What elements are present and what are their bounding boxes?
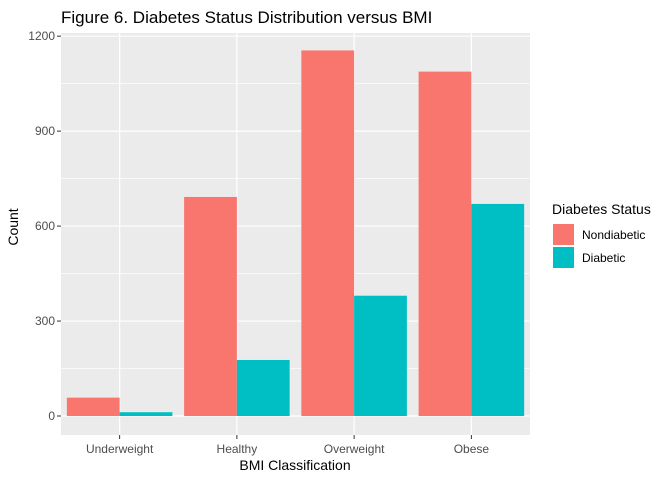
y-axis: 0 300 600 900 1200: [28, 29, 61, 423]
bars: [66, 50, 525, 417]
y-tick-label: 300: [35, 314, 55, 328]
legend-key-diabetic: [553, 247, 574, 268]
bar-nondiabetic-overweight: [301, 50, 355, 417]
bar-diabetic-underweight: [119, 412, 173, 417]
y-tick-label: 600: [35, 219, 55, 233]
x-tick-label: Obese: [454, 442, 490, 456]
legend-label-diabetic: Diabetic: [582, 251, 625, 265]
bar-diabetic-healthy: [236, 359, 290, 417]
legend-label-nondiabetic: Nondiabetic: [582, 228, 645, 242]
x-tick-label: Healthy: [217, 442, 258, 456]
legend-title: Diabetes Status: [552, 201, 651, 217]
x-tick-label: Underweight: [86, 442, 154, 456]
legend-key-nondiabetic: [553, 224, 574, 245]
bar-nondiabetic-healthy: [184, 196, 237, 417]
y-tick-label: 900: [35, 124, 55, 138]
y-tick-label: 1200: [28, 29, 55, 43]
y-axis-title: Count: [5, 208, 21, 245]
x-tick-label: Overweight: [324, 442, 385, 456]
bar-diabetic-overweight: [354, 295, 407, 417]
chart-title: Figure 6. Diabetes Status Distribution v…: [61, 8, 432, 27]
bar-nondiabetic-obese: [418, 71, 472, 417]
bar-nondiabetic-underweight: [66, 397, 120, 417]
x-axis-title: BMI Classification: [239, 457, 350, 473]
y-tick-label: 0: [48, 409, 55, 423]
legend: Diabetes Status Nondiabetic Diabetic: [552, 201, 651, 268]
bar-diabetic-obese: [471, 203, 525, 417]
x-axis: Underweight Healthy Overweight Obese: [86, 435, 489, 456]
